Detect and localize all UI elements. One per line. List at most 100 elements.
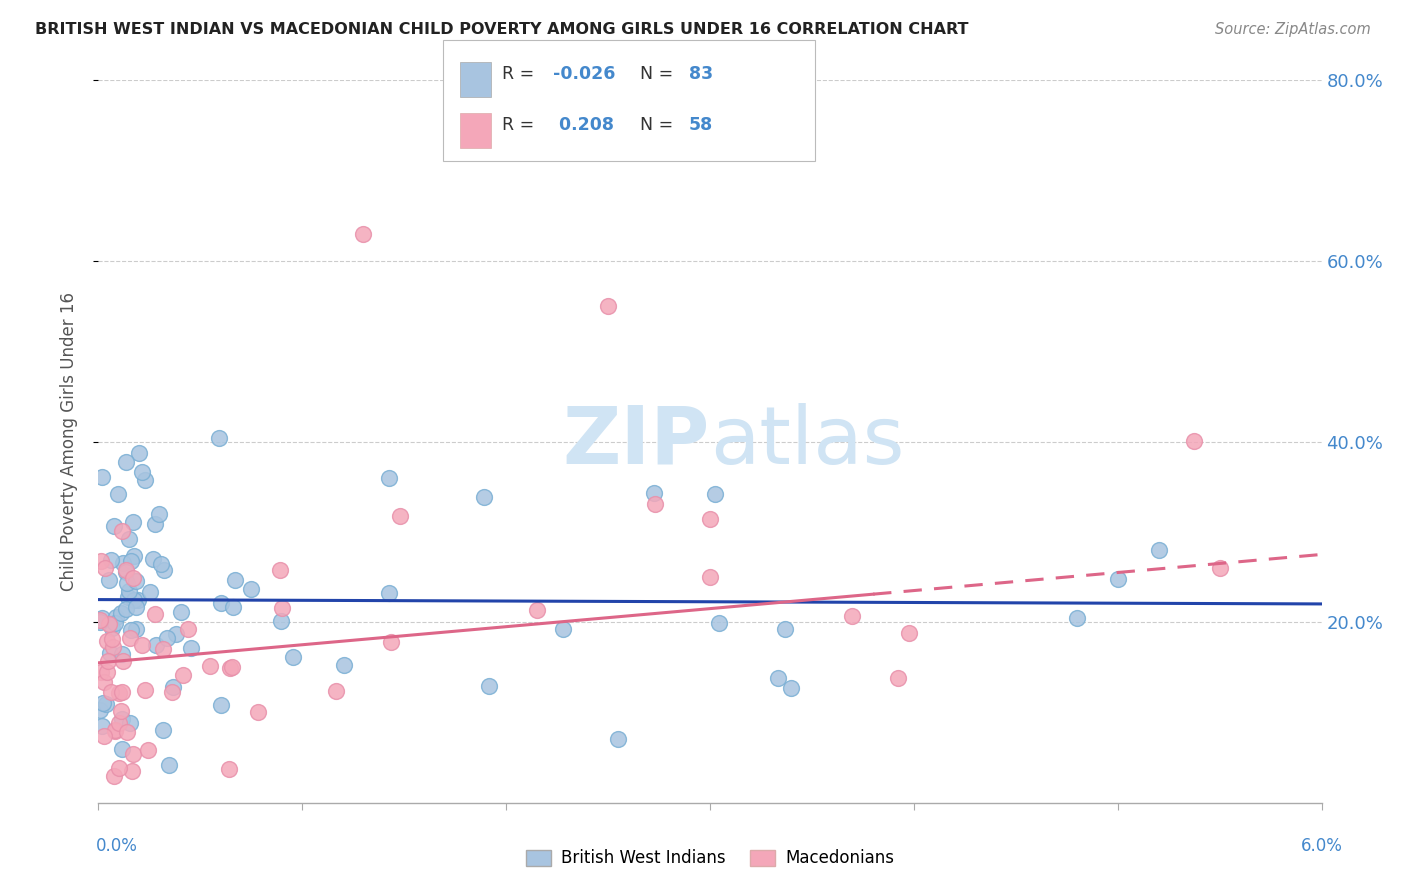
Point <box>209 596 232 610</box>
Point <box>122 592 145 607</box>
Point <box>96 665 118 680</box>
Point <box>93 674 115 689</box>
Point <box>94 560 117 574</box>
Point <box>596 299 619 313</box>
Point <box>90 554 112 568</box>
Point <box>1147 543 1170 558</box>
Point <box>90 665 112 680</box>
Point <box>134 474 156 488</box>
Point <box>136 743 159 757</box>
Point <box>218 762 240 776</box>
Point <box>699 512 721 526</box>
Point <box>352 227 374 241</box>
Text: -0.026: -0.026 <box>553 65 614 83</box>
Point <box>333 657 356 672</box>
Point <box>111 524 134 539</box>
Text: 58: 58 <box>689 116 713 134</box>
Point <box>128 446 150 460</box>
Point <box>142 551 165 566</box>
Point <box>101 632 124 647</box>
Point <box>378 586 401 600</box>
Point <box>1182 434 1205 448</box>
Point <box>111 741 134 756</box>
Point <box>127 592 149 607</box>
Point <box>120 631 142 645</box>
Point <box>115 563 138 577</box>
Point <box>388 509 411 524</box>
Point <box>551 622 574 636</box>
Point <box>97 573 120 587</box>
Point <box>221 660 243 674</box>
Point <box>89 703 111 717</box>
Point <box>152 642 174 657</box>
Point <box>152 723 174 737</box>
Point <box>122 571 145 585</box>
Point <box>148 507 170 521</box>
Point <box>224 573 246 587</box>
Point <box>93 729 115 743</box>
Point <box>222 600 245 615</box>
Y-axis label: Child Poverty Among Girls Under 16: Child Poverty Among Girls Under 16 <box>59 292 77 591</box>
Point <box>886 672 908 686</box>
Point <box>98 646 121 660</box>
Legend: British West Indians, Macedonians: British West Indians, Macedonians <box>519 843 901 874</box>
Point <box>281 650 304 665</box>
Text: 0.208: 0.208 <box>553 116 613 134</box>
Point <box>89 615 111 629</box>
Point <box>118 716 141 731</box>
Point <box>643 486 665 500</box>
Point <box>153 563 176 577</box>
Point <box>111 556 134 570</box>
Point <box>89 613 111 627</box>
Point <box>91 470 114 484</box>
Point <box>607 732 630 747</box>
Point <box>93 696 115 710</box>
Text: N =: N = <box>640 116 679 134</box>
Point <box>90 611 112 625</box>
Point <box>125 622 148 636</box>
Point <box>526 603 548 617</box>
Point <box>104 610 127 624</box>
Point <box>478 679 501 693</box>
Point <box>219 661 242 675</box>
Point <box>472 490 495 504</box>
Point <box>97 654 120 668</box>
Text: R =: R = <box>502 116 540 134</box>
Point <box>104 723 127 738</box>
Point <box>180 640 202 655</box>
Text: R =: R = <box>502 65 540 83</box>
Text: BRITISH WEST INDIAN VS MACEDONIAN CHILD POVERTY AMONG GIRLS UNDER 16 CORRELATION: BRITISH WEST INDIAN VS MACEDONIAN CHILD … <box>35 22 969 37</box>
Point <box>898 626 921 640</box>
Point <box>107 487 129 501</box>
Point <box>160 685 183 699</box>
Point <box>107 761 129 775</box>
Point <box>103 769 125 783</box>
Point <box>121 764 143 779</box>
Point <box>121 554 143 568</box>
Point <box>114 602 136 616</box>
Point <box>122 747 145 762</box>
Point <box>165 626 187 640</box>
Point <box>110 704 132 718</box>
Point <box>773 622 796 636</box>
Point <box>111 654 134 668</box>
Point <box>115 725 138 739</box>
Text: N =: N = <box>640 65 679 83</box>
Text: atlas: atlas <box>710 402 904 481</box>
Point <box>699 570 721 584</box>
Point <box>709 616 731 631</box>
Point <box>100 621 122 635</box>
Point <box>177 622 200 636</box>
Text: Source: ZipAtlas.com: Source: ZipAtlas.com <box>1215 22 1371 37</box>
Text: 6.0%: 6.0% <box>1301 837 1343 855</box>
Point <box>115 575 138 590</box>
Point <box>138 585 160 599</box>
Point <box>378 471 401 485</box>
Point <box>134 682 156 697</box>
Point <box>110 685 132 699</box>
Point <box>100 684 122 698</box>
Point <box>104 616 127 631</box>
Point <box>644 497 666 511</box>
Point <box>125 574 148 589</box>
Point <box>111 712 134 726</box>
